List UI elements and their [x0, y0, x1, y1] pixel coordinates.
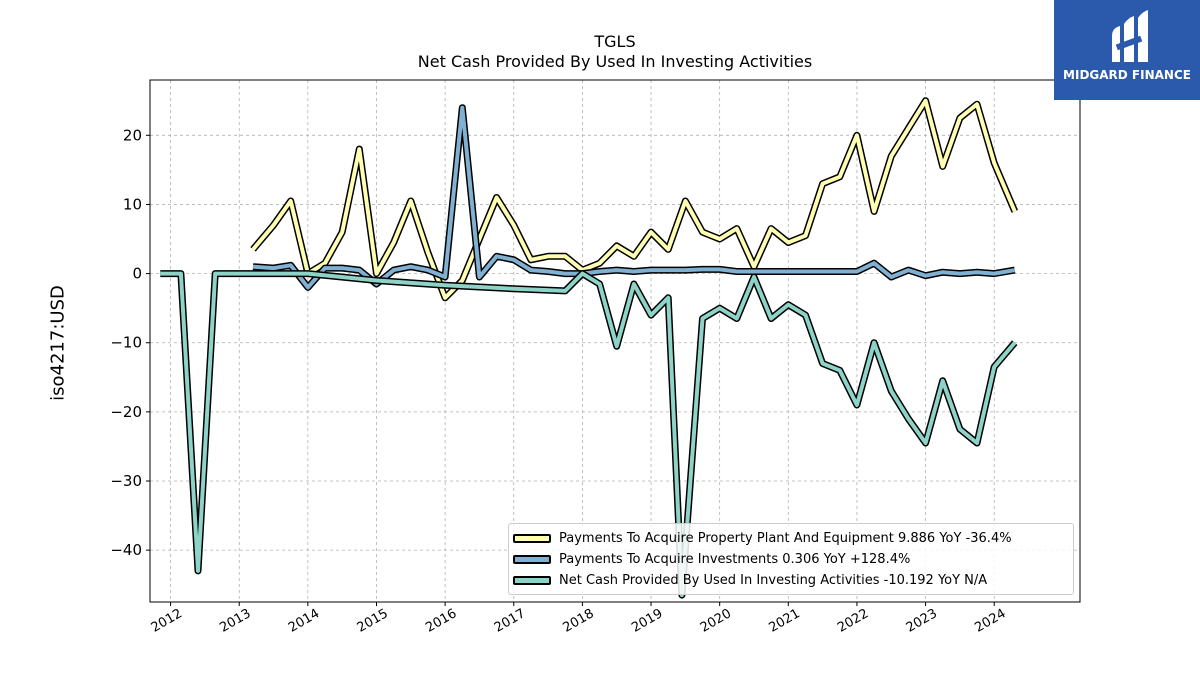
x-tick-label: 2018 — [561, 606, 597, 636]
y-tick-label: −40 — [110, 541, 142, 559]
y-tick-label: 0 — [132, 265, 142, 283]
x-tick-label: 2022 — [835, 606, 871, 636]
legend-label: Payments To Acquire Investments 0.306 Yo… — [559, 551, 911, 567]
legend-label: Net Cash Provided By Used In Investing A… — [559, 572, 988, 588]
x-tick-label: 2023 — [904, 606, 940, 636]
x-tick-label: 2024 — [972, 606, 1008, 636]
x-tick-label: 2016 — [423, 606, 459, 636]
x-axis-ticks: 2012 2013 2014 2015 2016 2017 2018 2019 2020 2021… — [149, 602, 1009, 636]
chart-subtitle: Net Cash Provided By Used In Investing A… — [417, 52, 813, 71]
y-axis-ticks: 20 10 0 −10 −20 −30 −40 — [110, 126, 150, 559]
chart-legend: Payments To Acquire Property Plant And E… — [508, 523, 1074, 595]
midgard-finance-logo: MIDGARD FINANCE — [1054, 0, 1200, 100]
legend-swatch — [513, 554, 551, 564]
legend-item: Payments To Acquire Investments 0.306 Yo… — [513, 549, 910, 569]
series-stroke — [251, 98, 1017, 300]
series-layer — [160, 97, 1019, 599]
y-tick-label: −20 — [110, 403, 142, 421]
x-tick-label: 2021 — [766, 606, 802, 636]
y-tick-label: 20 — [123, 126, 142, 144]
x-tick-label: 2020 — [698, 606, 734, 636]
x-tick-label: 2019 — [629, 606, 665, 636]
legend-item: Payments To Acquire Property Plant And E… — [513, 528, 1012, 548]
legend-item: Net Cash Provided By Used In Investing A… — [513, 570, 987, 590]
legend-swatch — [513, 575, 551, 585]
x-tick-label: 2017 — [492, 606, 528, 636]
x-tick-label: 2014 — [286, 606, 322, 636]
series-line-1 — [250, 97, 1019, 302]
y-tick-label: −10 — [110, 334, 142, 352]
legend-label: Payments To Acquire Property Plant And E… — [559, 530, 1012, 546]
y-axis-label: iso4217:USD — [47, 285, 69, 401]
chart-title: TGLS — [594, 32, 636, 51]
legend-swatch — [513, 533, 551, 543]
plot-area-frame — [149, 79, 1081, 603]
y-tick-label: −30 — [110, 472, 142, 490]
logo-text: MIDGARD FINANCE — [1063, 68, 1191, 82]
x-tick-label: 2015 — [355, 606, 391, 636]
series-line-3 — [160, 270, 1018, 599]
series-stroke — [160, 271, 1017, 598]
y-tick-label: 10 — [123, 195, 142, 213]
midgard-logo-icon — [1112, 10, 1148, 62]
x-tick-label: 2012 — [149, 606, 185, 636]
x-tick-label: 2013 — [217, 606, 253, 636]
